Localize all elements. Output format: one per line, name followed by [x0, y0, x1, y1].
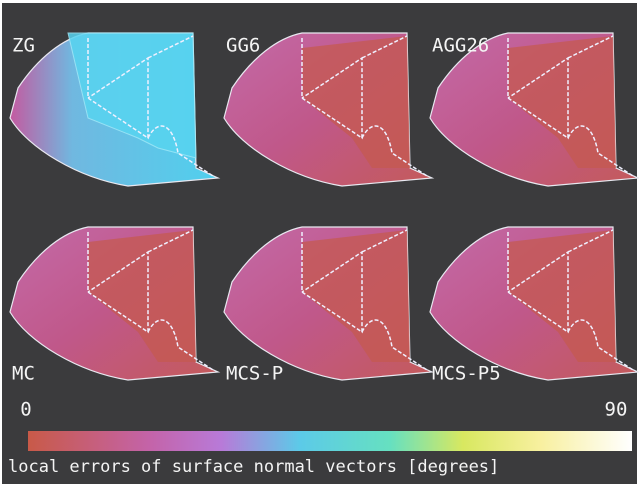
panel-label: GG6	[226, 35, 260, 57]
colorbar-max: 90	[605, 399, 628, 421]
panel-label: MC	[12, 363, 35, 385]
colorbar-min: 0	[20, 399, 31, 421]
panel-label: ZG	[12, 35, 35, 57]
panel-label: MCS-P5	[432, 363, 501, 385]
panel-label: MCS-P	[226, 363, 283, 385]
figure: ZG GG6 AGG26 MC MCS-P MCS-P5 0 90 local error…	[0, 0, 639, 487]
panel-label: AGG26	[432, 35, 489, 57]
colorbar	[28, 431, 632, 451]
colorbar-caption: local errors of surface normal vectors […	[8, 457, 499, 477]
